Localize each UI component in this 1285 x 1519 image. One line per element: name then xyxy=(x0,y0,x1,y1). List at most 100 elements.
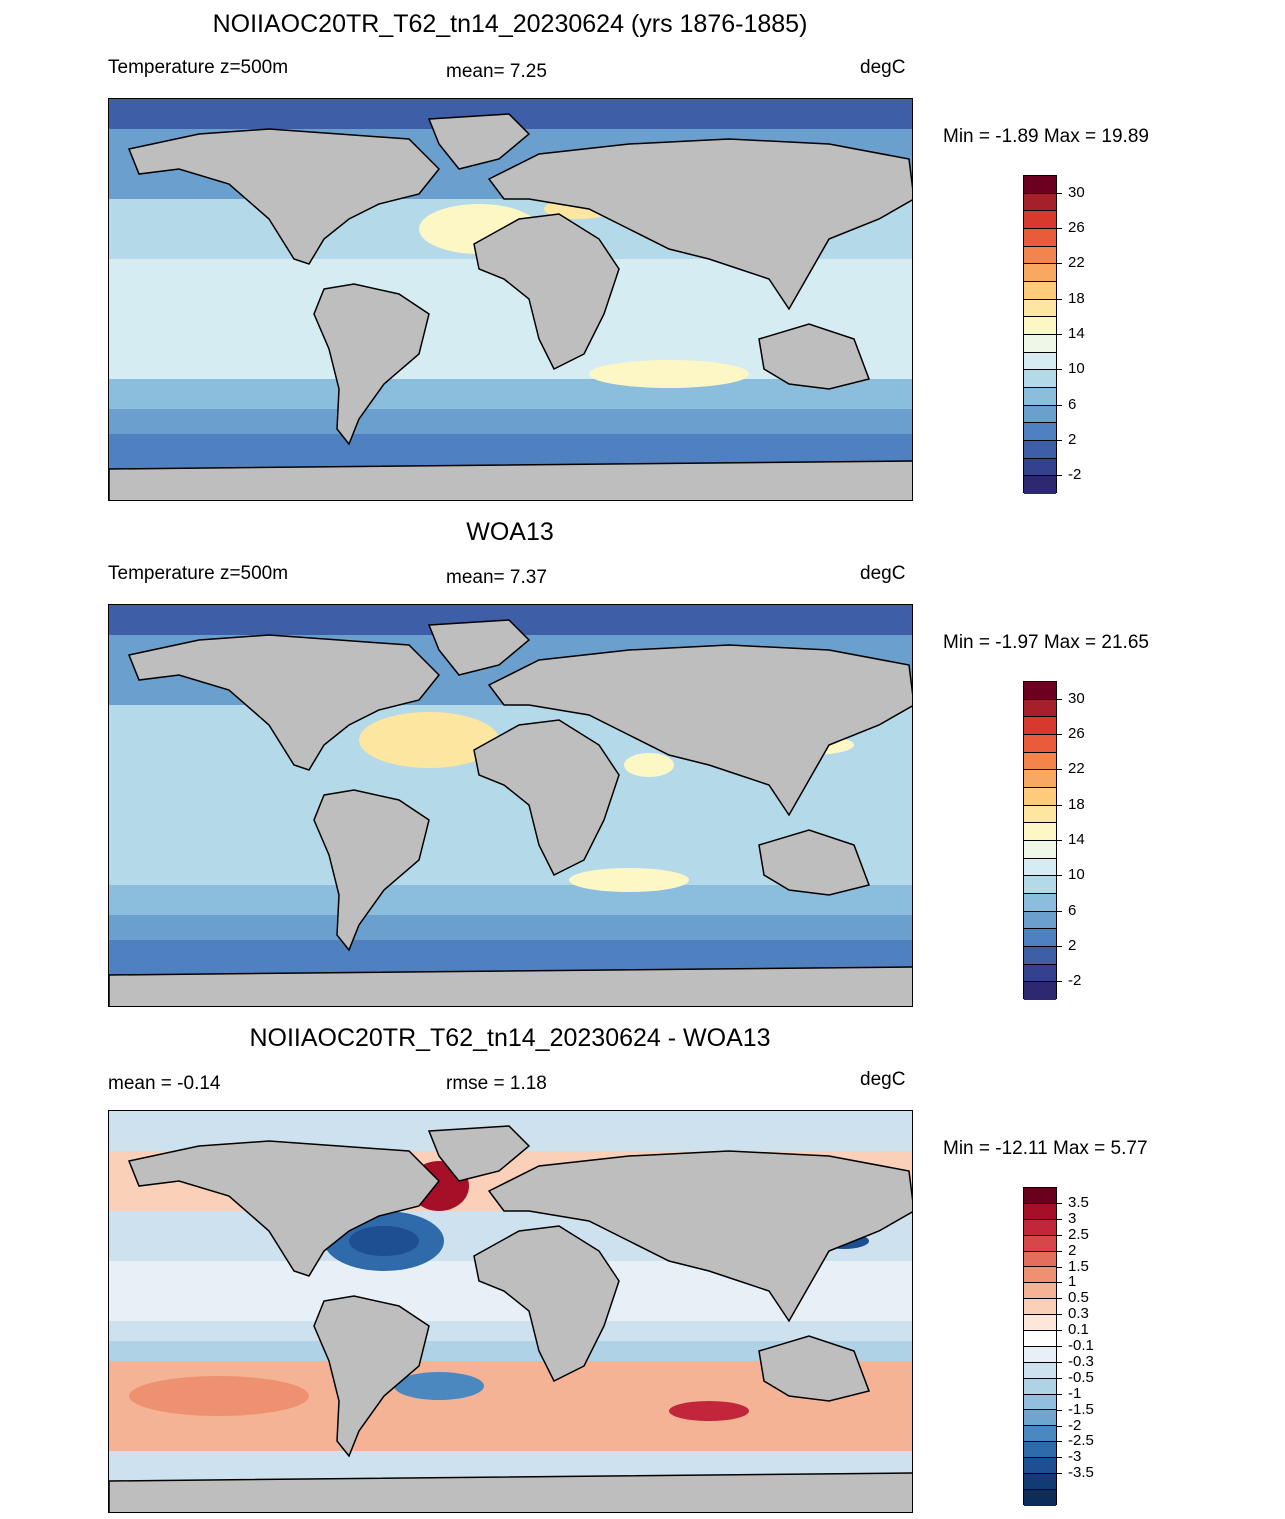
colorbar-tick-mark xyxy=(1057,263,1062,265)
colorbar-tick-label: -2 xyxy=(1068,972,1082,990)
colorbar-box xyxy=(1024,246,1056,265)
colorbar-box xyxy=(1024,946,1056,965)
colorbar-box xyxy=(1024,1458,1056,1475)
colorbar-tick-mark xyxy=(1057,334,1062,335)
colorbar-box xyxy=(1024,458,1056,477)
colorbar-tick-label: 22 xyxy=(1068,760,1085,778)
colorbar-tick-label: 30 xyxy=(1068,183,1085,201)
colorbar-tick-label: 30 xyxy=(1068,689,1085,707)
colorbar-tick-mark xyxy=(1057,734,1062,735)
colorbar-tick-mark xyxy=(1057,1473,1062,1475)
panel3-map-svg xyxy=(109,1111,912,1512)
colorbar-tick-label: 0.1 xyxy=(1068,1321,1089,1339)
colorbar-tick-label: -0.1 xyxy=(1068,1337,1094,1354)
colorbar-box xyxy=(1024,1235,1056,1252)
colorbar-tick-label: -2 xyxy=(1068,466,1082,484)
colorbar-tick-mark xyxy=(1057,1266,1062,1268)
colorbar-tick-mark xyxy=(1057,1393,1062,1395)
colorbar-tick-mark xyxy=(1057,228,1062,229)
colorbar-tick-label: -3 xyxy=(1068,1448,1082,1466)
colorbar-tick-mark xyxy=(1057,440,1062,441)
colorbar-box xyxy=(1024,1362,1056,1379)
colorbar-box xyxy=(1024,1410,1056,1427)
colorbar-tick-label: 22 xyxy=(1068,254,1085,272)
panel3-rmse-label: rmse = 1.18 xyxy=(446,1073,547,1094)
colorbar-tick-mark xyxy=(1057,1346,1062,1347)
colorbar-box xyxy=(1024,264,1056,282)
colorbar-tick-label: 6 xyxy=(1068,901,1077,919)
panel2-minmax: Min = -1.97 Max = 21.65 xyxy=(943,632,1149,653)
colorbar-box xyxy=(1024,770,1056,788)
colorbar-tick-label: 18 xyxy=(1068,289,1085,307)
colorbar-tick-label: 2.5 xyxy=(1068,1225,1089,1243)
colorbar-box xyxy=(1024,717,1056,735)
colorbar-box xyxy=(1024,1299,1056,1316)
colorbar-box xyxy=(1024,964,1056,983)
colorbar-tick-mark xyxy=(1057,475,1062,477)
colorbar-tick-mark xyxy=(1057,875,1062,877)
colorbar-tick-mark xyxy=(1057,1218,1062,1220)
colorbar-tick-mark xyxy=(1057,910,1062,912)
panel3-title: NOIIAOC20TR_T62_tn14_20230624 - WOA13 xyxy=(249,1024,771,1052)
colorbar-tick-label: 0.5 xyxy=(1068,1289,1089,1307)
colorbar-tick-label: 18 xyxy=(1068,795,1085,813)
colorbar-box xyxy=(1024,299,1056,318)
colorbar-tick-mark xyxy=(1057,769,1062,771)
colorbar-tick-label: 2 xyxy=(1068,937,1077,954)
panel1-left-label: Temperature z=500m xyxy=(108,57,289,78)
colorbar-tick-label: 3.5 xyxy=(1068,1193,1089,1211)
colorbar-tick-mark xyxy=(1057,1377,1062,1379)
colorbar-tick-mark xyxy=(1057,1457,1062,1459)
colorbar-box xyxy=(1024,1315,1056,1332)
colorbar-box xyxy=(1024,805,1056,824)
panel1-units-label: degC xyxy=(860,57,906,78)
colorbar-tick-label: 1 xyxy=(1068,1273,1077,1291)
colorbar-tick-mark xyxy=(1057,369,1062,371)
colorbar-tick-mark xyxy=(1057,1202,1062,1204)
colorbar-box xyxy=(1024,840,1056,859)
panel1-minmax: Min = -1.89 Max = 19.89 xyxy=(943,126,1149,147)
colorbar-tick-label: -3.5 xyxy=(1068,1464,1094,1482)
colorbar-box xyxy=(1024,211,1056,229)
colorbar-tick-mark xyxy=(1057,1425,1062,1427)
colorbar-box xyxy=(1024,1188,1056,1204)
colorbar-box xyxy=(1024,281,1056,300)
colorbar-tick-mark xyxy=(1057,1409,1062,1411)
panel2-map-svg xyxy=(109,605,912,1006)
colorbar-tick-mark xyxy=(1057,1234,1062,1236)
colorbar-box xyxy=(1024,823,1056,841)
colorbar-tick-label: -2 xyxy=(1068,1416,1082,1434)
colorbar-tick-label: 3 xyxy=(1068,1209,1077,1227)
colorbar-box xyxy=(1024,1346,1056,1363)
colorbar-tick-mark xyxy=(1057,981,1062,983)
colorbar-tick-mark xyxy=(1057,298,1062,300)
colorbar-tick-mark xyxy=(1057,1441,1062,1443)
panel1-map-svg xyxy=(109,99,912,500)
colorbar-box xyxy=(1024,476,1056,494)
colorbar-tick-label: 14 xyxy=(1068,325,1085,342)
colorbar-tick-mark xyxy=(1057,192,1062,194)
colorbar-tick-label: -0.3 xyxy=(1068,1352,1094,1370)
colorbar-box xyxy=(1024,982,1056,1000)
panel2-title: WOA13 xyxy=(466,518,554,546)
colorbar-tick-label: 10 xyxy=(1068,866,1085,884)
colorbar-tick-label: 10 xyxy=(1068,360,1085,378)
colorbar-tick-label: -1 xyxy=(1068,1384,1082,1402)
colorbar-box xyxy=(1024,1474,1056,1490)
panel3-colorbar xyxy=(1023,1187,1057,1506)
colorbar-box xyxy=(1024,405,1056,424)
colorbar-box xyxy=(1024,734,1056,753)
colorbar-tick-label: 26 xyxy=(1068,725,1085,742)
panel3-units-label: degC xyxy=(860,1069,906,1090)
colorbar-box xyxy=(1024,317,1056,335)
panel2-units-label: degC xyxy=(860,563,906,584)
panel3-map xyxy=(108,1110,913,1513)
colorbar-tick-label: -1.5 xyxy=(1068,1400,1094,1418)
colorbar-tick-label: 6 xyxy=(1068,395,1077,413)
panel2-colorbar xyxy=(1023,681,1057,1000)
colorbar-tick-label: 14 xyxy=(1068,831,1085,848)
colorbar-tick-label: 26 xyxy=(1068,219,1085,236)
colorbar-tick-label: -0.5 xyxy=(1068,1368,1094,1386)
colorbar-tick-label: 2 xyxy=(1068,1241,1077,1259)
colorbar-tick-mark xyxy=(1057,1330,1062,1332)
